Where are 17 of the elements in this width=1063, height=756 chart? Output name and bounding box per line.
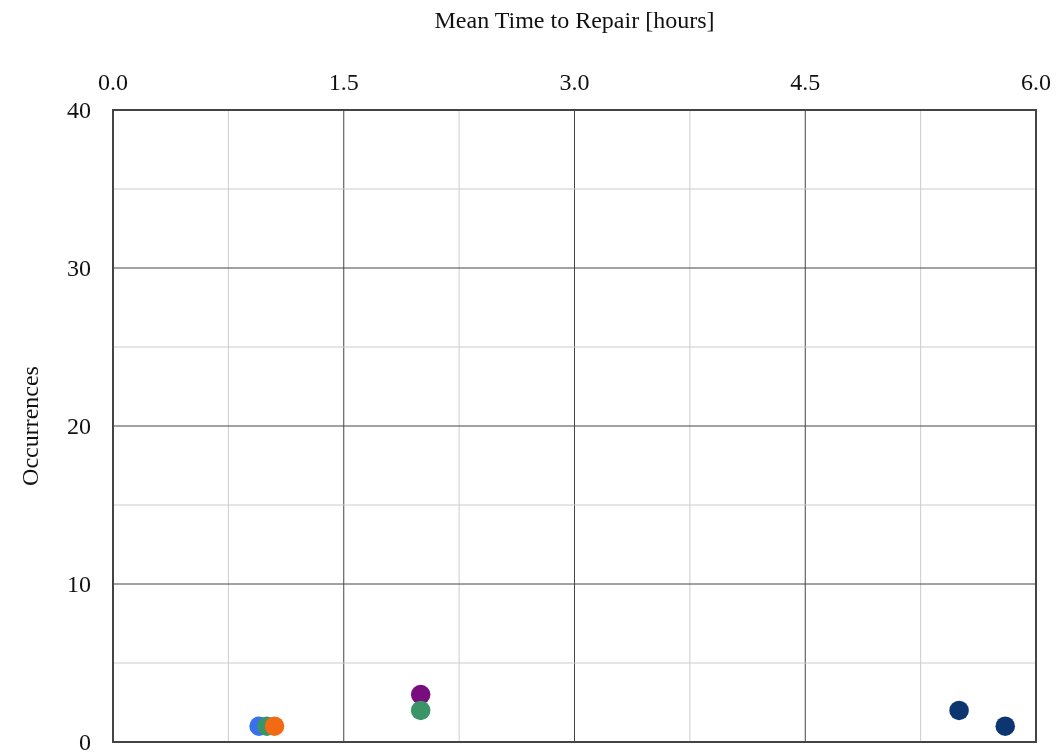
y-tick-label: 0	[79, 729, 91, 756]
y-tick-label: 10	[67, 571, 91, 598]
point	[949, 700, 969, 721]
x-tick-label: 1.5	[328, 69, 359, 95]
point	[264, 716, 285, 736]
x-tick-label: 4.5	[790, 69, 821, 95]
y-tick-label: 20	[67, 413, 91, 440]
x-tick-label: 3.0	[559, 69, 590, 95]
point	[410, 700, 431, 721]
x-tick-label: 0.0	[98, 69, 128, 95]
y-tick-label: 30	[67, 255, 91, 282]
y-axis-title: Occurrences	[17, 366, 43, 486]
point	[995, 716, 1016, 736]
point	[410, 684, 431, 705]
x-axis-title: Mean Time to Repair [hours]	[434, 7, 715, 33]
y-tick-label: 40	[67, 97, 91, 124]
x-tick-label: 6.0	[1021, 69, 1051, 95]
